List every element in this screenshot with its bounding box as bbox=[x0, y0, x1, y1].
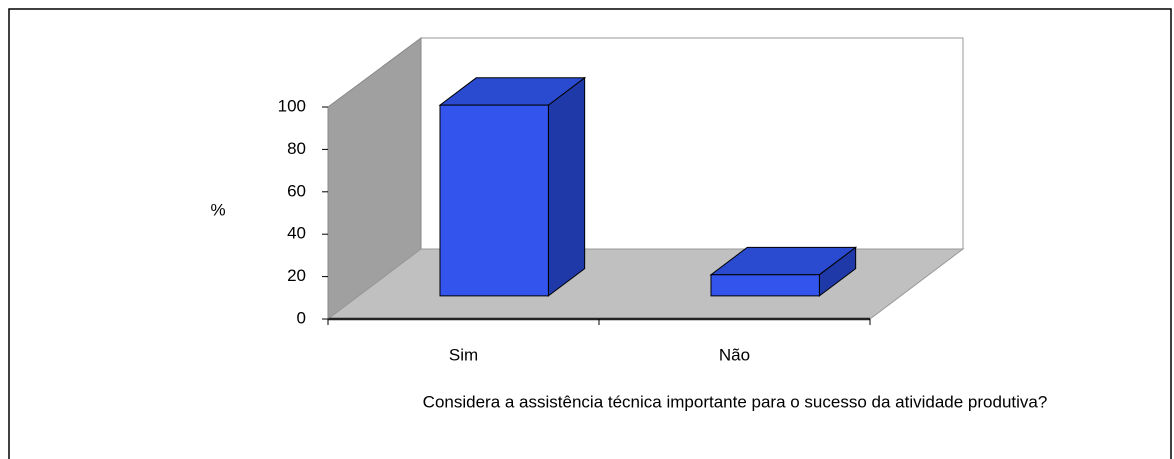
y-tick-label: 100 bbox=[278, 96, 306, 115]
bar-side bbox=[547, 76, 586, 297]
y-tick-label: 0 bbox=[297, 308, 306, 327]
x-axis-label: Considera a assistência técnica importan… bbox=[423, 392, 1048, 411]
y-axis-label: % bbox=[210, 200, 225, 219]
bar-front bbox=[439, 104, 549, 297]
y-tick-label: 40 bbox=[287, 224, 306, 243]
bar bbox=[709, 246, 858, 297]
bar bbox=[438, 76, 587, 297]
bar-front bbox=[710, 274, 820, 297]
x-tick-label: Não bbox=[719, 345, 750, 364]
y-tick-label: 80 bbox=[287, 139, 306, 158]
y-tick-label: 60 bbox=[287, 181, 306, 200]
x-tick-label: Sim bbox=[449, 345, 478, 364]
y-tick-label: 20 bbox=[287, 266, 306, 285]
floor bbox=[326, 248, 965, 320]
